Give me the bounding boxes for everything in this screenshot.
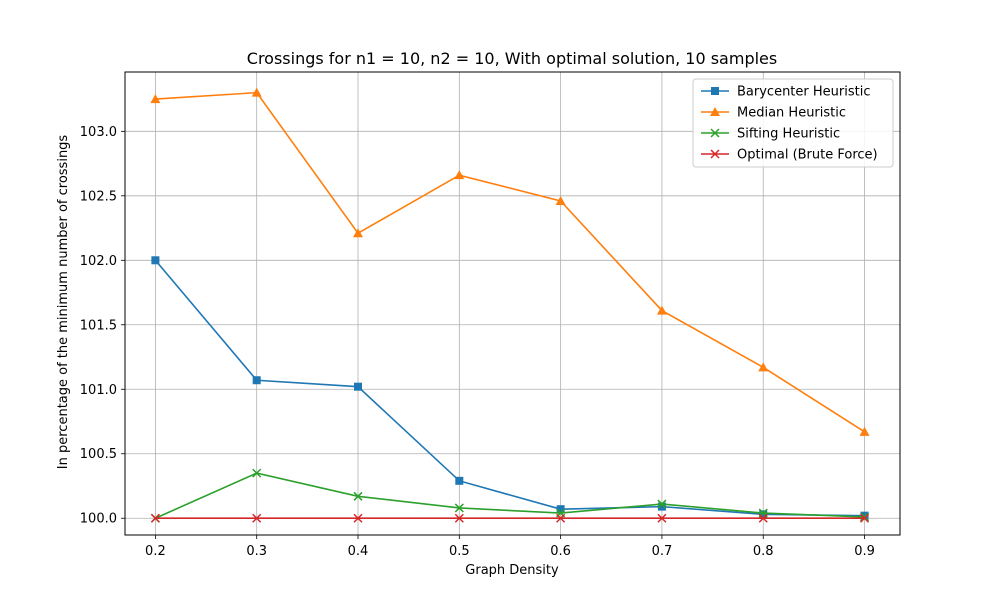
- legend-box: [692, 78, 894, 168]
- data-point: [252, 468, 262, 478]
- x-tick-label: 0.4: [348, 544, 369, 559]
- x-tick-label: 0.3: [246, 544, 267, 559]
- data-point: [353, 491, 363, 501]
- legend-label: Sifting Heuristic: [737, 127, 840, 142]
- y-tick-label: 102.0: [80, 254, 117, 269]
- legend-marker: [711, 87, 719, 95]
- data-point: [860, 513, 870, 523]
- legend-item: Sifting Heuristic: [701, 127, 840, 142]
- legend-item: Median Heuristic: [701, 106, 846, 121]
- chart-title: Crossings for n1 = 10, n2 = 10, With opt…: [247, 49, 777, 68]
- plot-frame: [124, 71, 901, 536]
- y-axis-label: In percentage of the minimum number of c…: [56, 135, 71, 470]
- data-point: [758, 362, 769, 372]
- data-point: [454, 170, 465, 180]
- axis-ticks: 0.2 0.3 0.4 0.5 0.6 0.7 0.8 0.9 100.0 100.5 101.0 1…: [80, 125, 875, 559]
- data-point: [151, 256, 160, 265]
- data-point: [455, 476, 464, 485]
- legend-marker: [710, 149, 720, 159]
- y-tick-label: 101.0: [80, 383, 117, 398]
- data-point: [860, 511, 869, 520]
- legend-label: Barycenter Heuristic: [737, 85, 870, 100]
- x-tick-label: 0.6: [550, 544, 571, 559]
- data-point: [353, 228, 364, 238]
- x-tick-label: 0.9: [854, 544, 875, 559]
- legend: Barycenter Heuristic Median Heuristic Sift…: [692, 78, 894, 168]
- y-tick-label: 102.5: [80, 189, 117, 204]
- data-point: [657, 502, 666, 511]
- legend-item: Optimal (Brute Force): [701, 148, 878, 163]
- data-point: [555, 195, 566, 205]
- series-optimal-brute-force: [150, 513, 870, 523]
- data-point: [657, 513, 667, 523]
- y-tick-label: 103.0: [80, 125, 117, 140]
- legend-item: Barycenter Heuristic: [701, 85, 870, 100]
- data-point: [251, 87, 262, 97]
- series-line: [155, 91, 865, 433]
- data-point: [454, 503, 464, 513]
- data-point: [454, 513, 464, 523]
- y-tick-label: 100.0: [80, 512, 117, 527]
- data-point: [859, 426, 870, 436]
- data-point: [657, 499, 667, 509]
- data-point: [860, 512, 870, 522]
- series-barycenter-heuristic: [151, 256, 869, 520]
- legend-marker: [710, 107, 720, 116]
- data-point: [150, 94, 161, 104]
- series-line: [154, 259, 865, 517]
- x-axis-label: Graph Density: [465, 563, 559, 578]
- legend-label: Median Heuristic: [737, 106, 846, 121]
- y-tick-label: 100.5: [80, 447, 117, 462]
- data-point: [556, 505, 565, 514]
- data-point: [354, 382, 363, 391]
- y-tick-label: 101.5: [80, 318, 117, 333]
- x-tick-label: 0.5: [449, 544, 470, 559]
- legend-marker: [710, 128, 720, 138]
- data-point: [758, 513, 768, 523]
- series-layer: [150, 87, 870, 523]
- data-point: [252, 376, 261, 385]
- data-point: [252, 513, 262, 523]
- data-point: [656, 305, 667, 315]
- series-line: [155, 472, 865, 519]
- data-point: [759, 510, 768, 519]
- data-point: [150, 513, 160, 523]
- x-tick-label: 0.8: [753, 544, 774, 559]
- legend-label: Optimal (Brute Force): [737, 148, 878, 163]
- data-point: [556, 513, 566, 523]
- x-tick-label: 0.2: [145, 544, 166, 559]
- x-tick-label: 0.7: [652, 544, 673, 559]
- data-point: [353, 513, 363, 523]
- series-median-heuristic: [150, 87, 870, 436]
